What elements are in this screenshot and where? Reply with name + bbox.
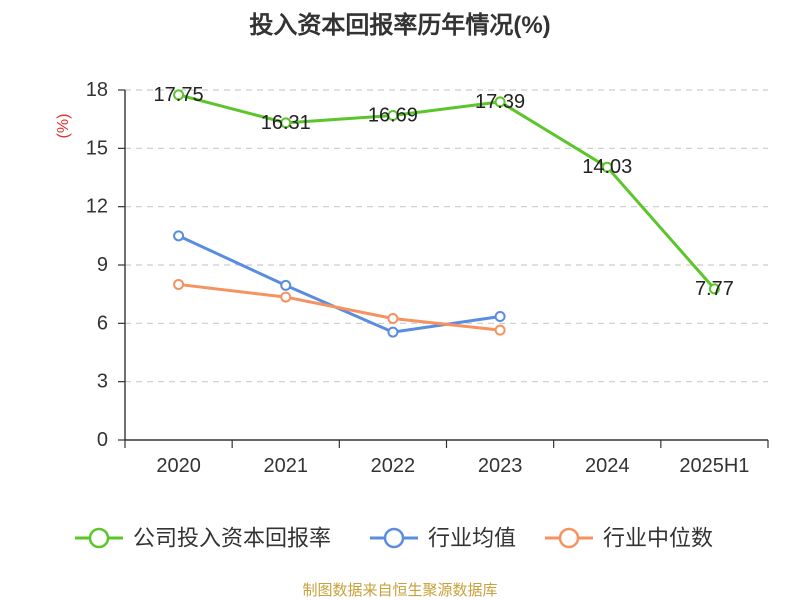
data-point: [601, 161, 613, 173]
data-point: [173, 230, 185, 242]
data-point: [494, 324, 506, 336]
series-2: [173, 230, 506, 338]
x-tick-label: 2025H1: [679, 455, 749, 477]
y-tick-label: 15: [86, 137, 108, 159]
series-3: [173, 278, 506, 336]
data-labels: 17.75 16.31 16.69 17.39 14.03 7.77: [154, 84, 734, 300]
legend-marker: [558, 527, 580, 549]
legend: 公司投入资本回报率 行业均值 行业中位数: [75, 526, 713, 551]
legend-item-3: 行业中位数: [545, 526, 713, 551]
x-tick-label: 2020: [156, 455, 201, 477]
data-label: 14.03: [582, 156, 632, 178]
series-line: [177, 234, 502, 334]
data-point: [708, 283, 720, 295]
data-label: 17.75: [154, 84, 204, 106]
data-label: 16.69: [368, 104, 418, 126]
legend-marker: [383, 527, 405, 549]
data-point: [387, 109, 399, 121]
y-tick-label: 18: [86, 79, 108, 101]
y-tick-label: 3: [97, 371, 108, 393]
data-point: [387, 326, 399, 338]
y-tick-label: 6: [97, 312, 108, 334]
data-label: 7.77: [695, 278, 734, 300]
source-note: 制图数据来自恒生聚源数据库: [302, 582, 497, 599]
y-tick-label: 0: [97, 429, 108, 451]
x-tick-label: 2021: [264, 455, 309, 477]
data-point: [173, 278, 185, 290]
data-label: 17.39: [475, 91, 525, 113]
x-tick-label: 2023: [478, 455, 523, 477]
legend-marker: [88, 527, 110, 549]
legend-label: 行业中位数: [603, 526, 713, 551]
x-tick-label: 2022: [371, 455, 416, 477]
data-point: [173, 89, 185, 101]
legend-item-2: 行业均值: [370, 526, 516, 551]
x-tick-label: 2024: [585, 455, 630, 477]
series-layer: [173, 89, 720, 338]
data-point: [280, 279, 292, 291]
series-line: [177, 282, 502, 332]
data-point: [494, 96, 506, 108]
legend-item-1: 公司投入资本回报率: [75, 526, 331, 551]
y-axis-label: (%): [55, 114, 72, 139]
series-1: [173, 89, 720, 295]
y-tick-label: 9: [97, 254, 108, 276]
chart-title: 投入资本回报率历年情况(%): [249, 11, 550, 39]
legend-label: 行业均值: [428, 526, 516, 551]
y-tick-label: 12: [86, 196, 108, 218]
legend-label: 公司投入资本回报率: [133, 526, 331, 551]
data-point: [280, 291, 292, 303]
data-label: 16.31: [261, 112, 311, 134]
axes: 0 3 6 9 12 15 18 2020 2021 2022 2023 2024 2025H1: [86, 79, 769, 477]
data-point: [280, 117, 292, 129]
series-line: [177, 93, 716, 291]
data-point: [494, 311, 506, 323]
grid-lines: [125, 89, 768, 383]
data-point: [387, 312, 399, 324]
